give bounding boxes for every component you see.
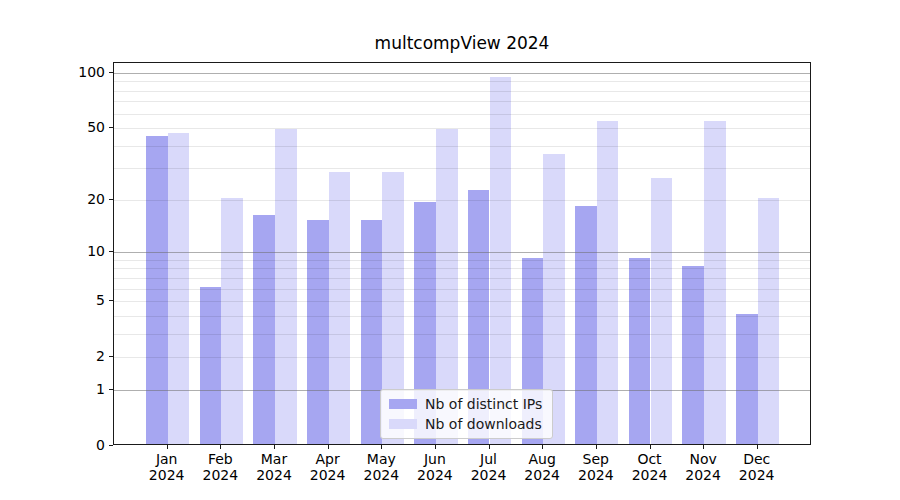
gridline-minor: [114, 81, 810, 82]
bar-ips-oct: [629, 258, 651, 444]
x-tick-mark: [703, 445, 704, 449]
bar-downloads-dec: [758, 198, 780, 444]
y-tick-label: 2: [55, 349, 105, 363]
gridline-minor: [114, 114, 810, 115]
y-tick-label: 20: [55, 192, 105, 206]
x-tick-label: Mar2024: [244, 451, 304, 483]
y-tick-mark: [109, 356, 113, 357]
x-tick-label-year: 2024: [244, 467, 304, 483]
x-tick-label-year: 2024: [512, 467, 572, 483]
y-tick-label: 5: [55, 293, 105, 307]
x-tick-mark: [167, 445, 168, 449]
gridline-minor: [114, 101, 810, 102]
x-tick-label: Jul2024: [459, 451, 519, 483]
gridline-major: [114, 252, 810, 253]
gridline-minor: [114, 168, 810, 169]
x-tick-label: Aug2024: [512, 451, 572, 483]
x-tick-label: Nov2024: [673, 451, 733, 483]
gridline-minor: [114, 334, 810, 335]
y-tick-mark: [109, 72, 113, 73]
bar-ips-apr: [307, 220, 329, 444]
bar-downloads-feb: [221, 198, 243, 444]
x-tick-label-year: 2024: [459, 467, 519, 483]
legend: Nb of distinct IPs Nb of downloads: [380, 389, 553, 439]
y-tick-label: 1: [55, 382, 105, 396]
gridline-minor: [114, 357, 810, 358]
y-tick-mark: [109, 127, 113, 128]
x-tick-mark: [596, 445, 597, 449]
y-tick-mark: [109, 300, 113, 301]
x-tick-label: Apr2024: [298, 451, 358, 483]
legend-item-distinct-ips: Nb of distinct IPs: [389, 396, 542, 412]
gridline-minor: [114, 301, 810, 302]
y-tick-mark: [109, 445, 113, 446]
bar-ips-feb: [200, 287, 222, 444]
x-tick-mark: [489, 445, 490, 449]
gridline-minor: [114, 268, 810, 269]
x-tick-mark: [274, 445, 275, 449]
legend-label-downloads: Nb of downloads: [425, 416, 542, 432]
bar-ips-sep: [575, 206, 597, 444]
x-tick-label: Jun2024: [405, 451, 465, 483]
x-tick-mark: [650, 445, 651, 449]
gridline-minor: [114, 278, 810, 279]
y-tick-label: 0: [55, 438, 105, 452]
gridline-minor: [114, 289, 810, 290]
gridline-minor: [114, 260, 810, 261]
x-tick-mark: [435, 445, 436, 449]
x-tick-label-year: 2024: [190, 467, 250, 483]
x-tick-label-year: 2024: [351, 467, 411, 483]
y-tick-label: 10: [55, 244, 105, 258]
chart-title: multcompView 2024: [113, 33, 811, 53]
x-tick-label-year: 2024: [405, 467, 465, 483]
gridline-minor: [114, 128, 810, 129]
bar-downloads-nov: [704, 121, 726, 444]
y-tick-label: 100: [55, 65, 105, 79]
chart: multcompView 2024 0 1 2 5 10 20 50 100 Jan2024Fe…: [0, 0, 900, 500]
plot-area: [113, 62, 811, 445]
legend-item-downloads: Nb of downloads: [389, 416, 542, 432]
x-tick-label: Oct2024: [620, 451, 680, 483]
bar-ips-jan: [146, 136, 168, 444]
bar-downloads-sep: [597, 121, 619, 444]
gridline-minor: [114, 146, 810, 147]
x-tick-label: Feb2024: [190, 451, 250, 483]
legend-label-ips: Nb of distinct IPs: [425, 396, 542, 412]
x-tick-label-year: 2024: [727, 467, 787, 483]
gridline-minor: [114, 200, 810, 201]
y-tick-label: 50: [55, 120, 105, 134]
x-tick-mark: [381, 445, 382, 449]
y-tick-mark: [109, 199, 113, 200]
x-tick-label: Dec2024: [727, 451, 787, 483]
y-tick-mark: [109, 251, 113, 252]
gridline-minor: [114, 91, 810, 92]
legend-swatch-downloads: [389, 419, 417, 429]
bar-ips-mar: [253, 215, 275, 444]
x-tick-mark: [220, 445, 221, 449]
x-tick-label-year: 2024: [298, 467, 358, 483]
x-tick-label: Sep2024: [566, 451, 626, 483]
y-tick-mark: [109, 389, 113, 390]
x-tick-label: Jan2024: [137, 451, 197, 483]
bar-downloads-apr: [329, 172, 351, 444]
gridline-minor: [114, 316, 810, 317]
gridline-major: [114, 73, 810, 74]
x-tick-label-year: 2024: [673, 467, 733, 483]
bar-downloads-mar: [275, 129, 297, 444]
x-tick-mark: [757, 445, 758, 449]
x-tick-mark: [328, 445, 329, 449]
bar-ips-nov: [682, 266, 704, 444]
x-tick-mark: [542, 445, 543, 449]
x-tick-label-year: 2024: [137, 467, 197, 483]
x-tick-label-year: 2024: [566, 467, 626, 483]
x-tick-label-year: 2024: [620, 467, 680, 483]
x-tick-label: May2024: [351, 451, 411, 483]
bar-downloads-oct: [651, 178, 673, 445]
legend-swatch-ips: [389, 399, 417, 409]
